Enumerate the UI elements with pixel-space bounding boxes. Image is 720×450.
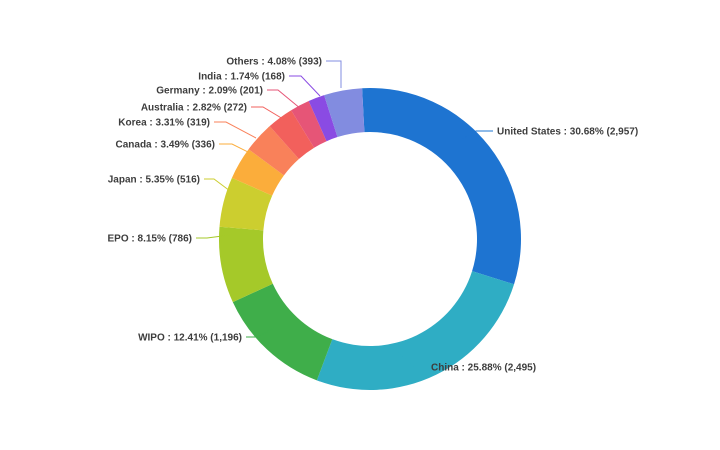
leader-line-others [326, 60, 342, 88]
leader-line-germany [267, 89, 302, 110]
leader-line-china [397, 352, 427, 368]
leader-line-korea [214, 121, 257, 139]
leader-line-canada [219, 143, 259, 158]
slice-label-japan: Japan : 5.35% (516) [108, 175, 200, 186]
slice-label-china: China : 25.88% (2,495) [431, 363, 536, 374]
donut-slice-epo[interactable] [218, 226, 273, 303]
donut-slice-germany[interactable] [291, 101, 327, 148]
leader-line-united-states [458, 130, 493, 142]
slice-label-canada: Canada : 3.49% (336) [116, 140, 216, 151]
donut-slice-india[interactable] [308, 95, 338, 142]
leader-line-epo [196, 234, 231, 239]
donut-slices-group [218, 88, 521, 391]
leader-line-japan [204, 178, 239, 198]
leader-line-australia [251, 106, 289, 123]
donut-slice-japan[interactable] [219, 177, 273, 231]
donut-slice-wipo[interactable] [232, 283, 333, 381]
slice-label-india: India : 1.74% (168) [198, 72, 285, 83]
leader-line-india [289, 75, 321, 97]
slice-label-germany: Germany : 2.09% (201) [156, 86, 263, 97]
slice-label-epo: EPO : 8.15% (786) [108, 234, 192, 245]
slice-label-united-states: United States : 30.68% (2,957) [497, 127, 638, 138]
leader-line-wipo [246, 327, 275, 338]
slice-label-australia: Australia : 2.82% (272) [141, 103, 247, 114]
donut-slice-korea[interactable] [248, 126, 299, 176]
slice-label-wipo: WIPO : 12.41% (1,196) [138, 333, 242, 344]
donut-slice-canada[interactable] [231, 149, 284, 196]
donut-slice-australia[interactable] [269, 110, 315, 160]
donut-slice-united-states[interactable] [362, 88, 521, 285]
leader-lines-group [196, 60, 493, 368]
slice-label-korea: Korea : 3.31% (319) [118, 118, 210, 129]
donut-slice-others[interactable] [324, 88, 365, 138]
slice-label-others: Others : 4.08% (393) [226, 57, 322, 68]
slice-labels-group: United States : 30.68% (2,957) China : 25… [108, 57, 639, 374]
donut-slice-china[interactable] [316, 271, 515, 391]
